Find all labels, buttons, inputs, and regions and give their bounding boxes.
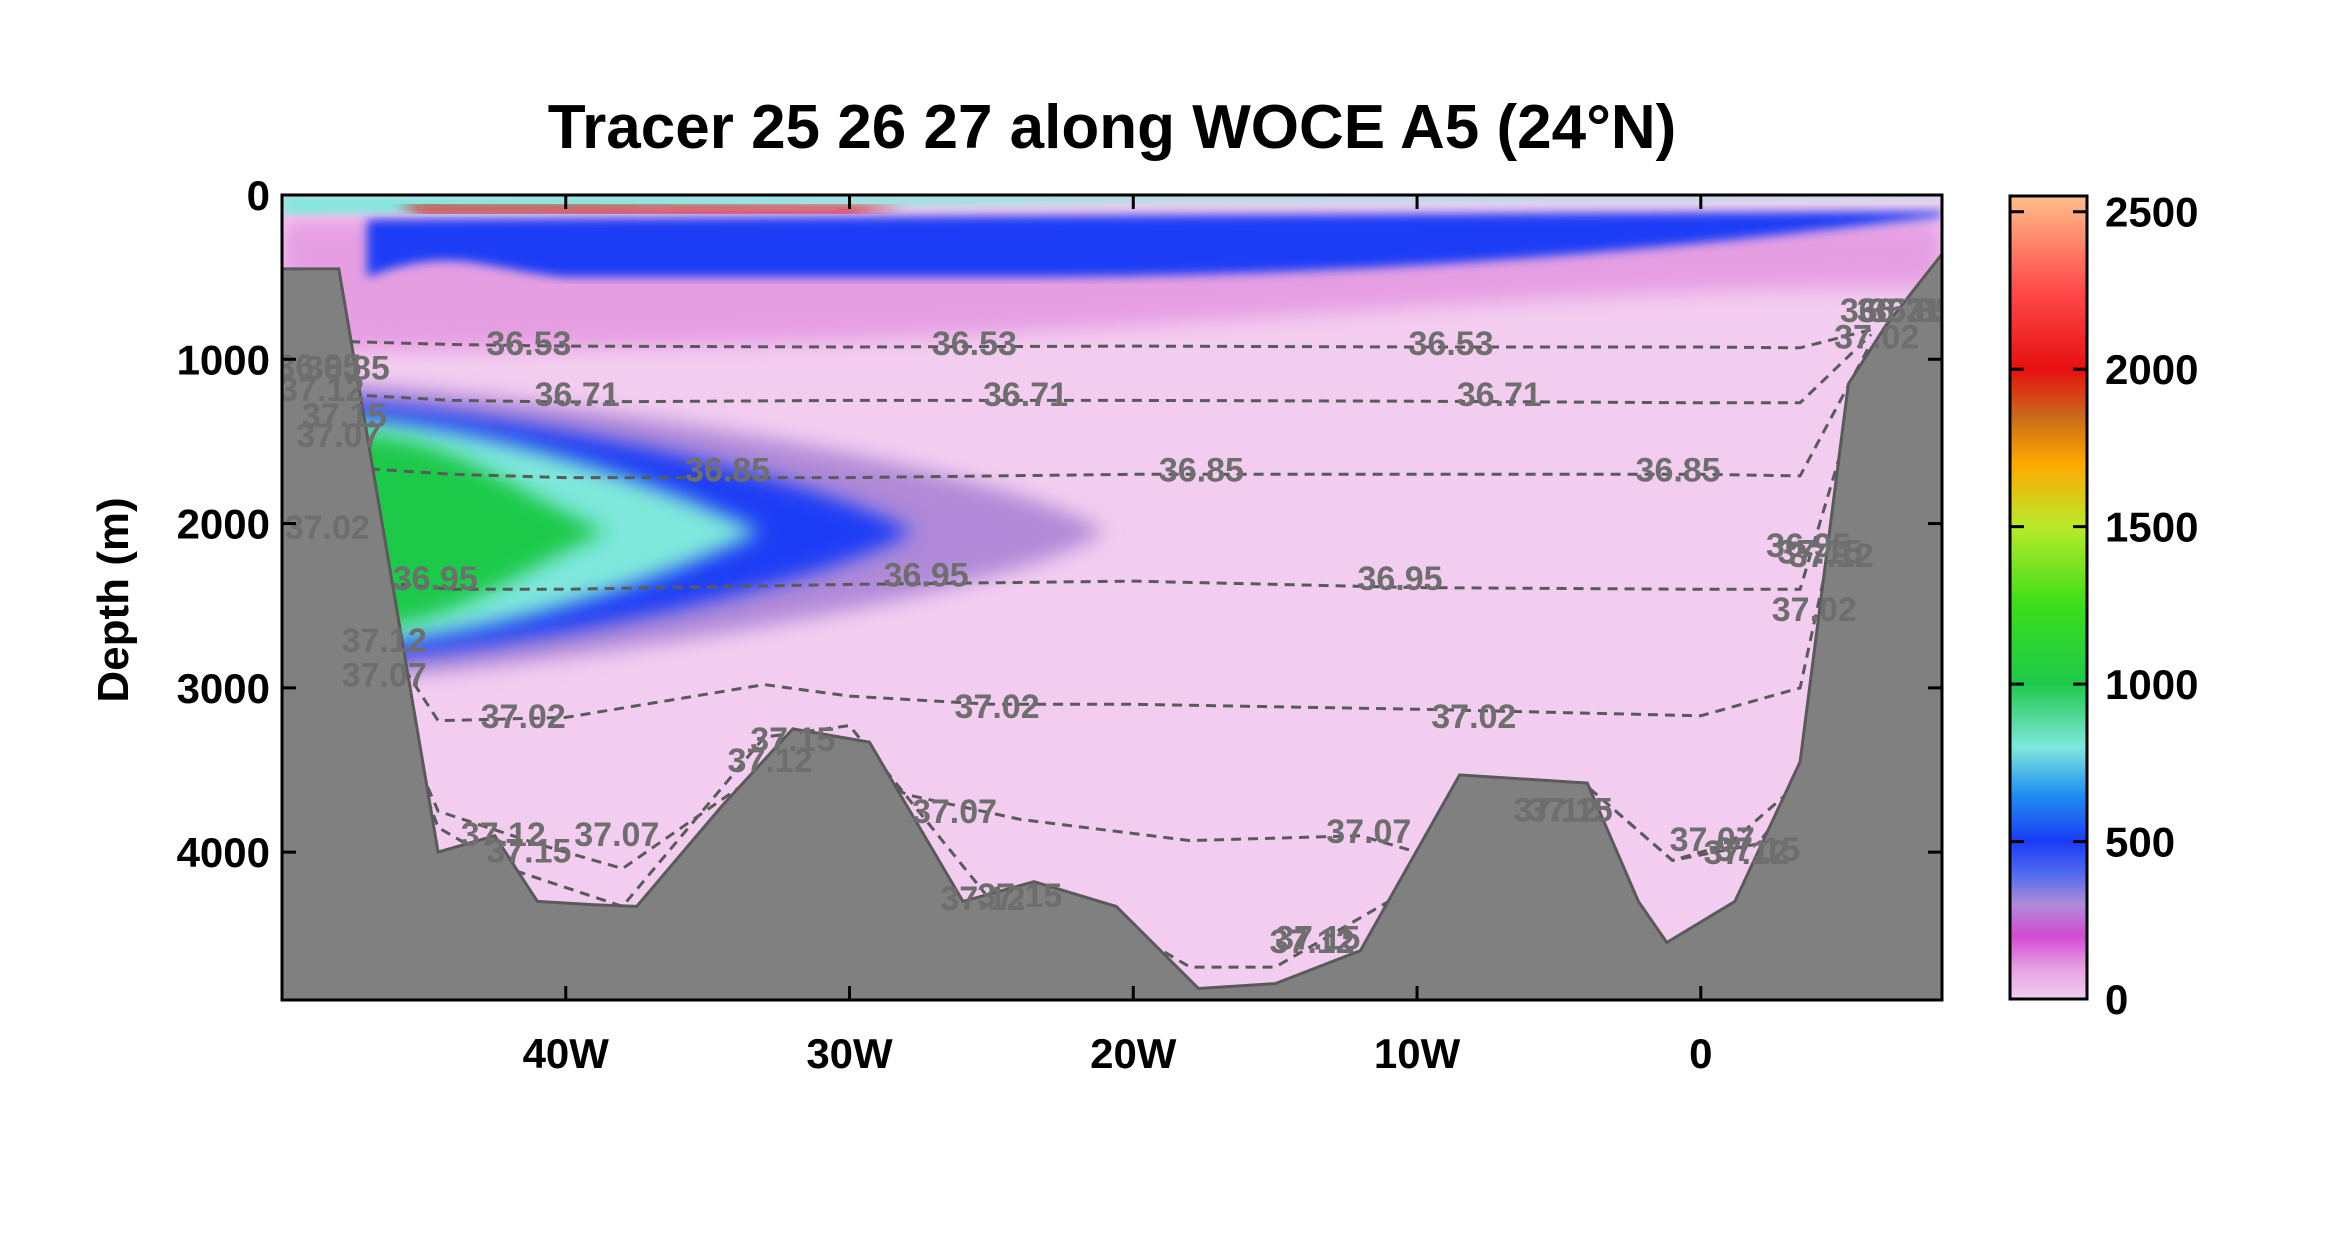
seafloor-bathymetry <box>282 251 1942 1000</box>
tracer-band-surface <box>282 195 1942 215</box>
contour-lines <box>333 328 1873 969</box>
chart-title: Tracer 25 26 27 along WOCE A5 (24°N) <box>548 93 1677 162</box>
x-tick-label: 40W <box>523 1030 610 1077</box>
contour-line-36.85 <box>352 342 1873 480</box>
y-tick-label: 0 <box>247 172 270 219</box>
contour-label: 37.12 <box>940 880 1025 918</box>
contour-label: 37.15 <box>977 877 1062 915</box>
contour-label: 36.95 <box>1766 527 1851 565</box>
contour-label: 36.71 <box>535 376 620 414</box>
x-tick-label: 0 <box>1689 1030 1712 1077</box>
contour-label: 36.53 <box>1840 292 1925 330</box>
contour-label: 37.07 <box>1326 813 1411 851</box>
contour-label: 37.12 <box>1270 923 1355 961</box>
plot-frame <box>280 193 1944 1002</box>
contour-label: 36.95 <box>276 348 361 386</box>
contour-label: 37.15 <box>302 397 387 435</box>
colorbar-tick-label: 0 <box>2105 976 2128 1023</box>
tracer-field <box>282 195 1942 680</box>
contour-label: 37.12 <box>1704 834 1789 872</box>
contour-label: 36.85 <box>1868 292 1953 330</box>
contour-label: 37.02 <box>285 509 370 547</box>
contour-label: 37.12 <box>461 816 546 854</box>
contour-label: 37.02 <box>955 688 1040 726</box>
contour-label: 37.15 <box>750 721 835 759</box>
contour-label: 36.71 <box>1457 376 1542 414</box>
colorbar-tick-label: 1500 <box>2105 504 2198 551</box>
tracer-tongue-3 <box>324 431 607 632</box>
contour-label: 37.02 <box>1772 591 1857 629</box>
contour-label: 36.85 <box>685 451 770 489</box>
contour-label: 37.12 <box>728 742 813 780</box>
y-axis-ticks: 0 1000 2000 3000 4000 <box>177 172 1942 876</box>
contour-label: 36.85 <box>305 350 390 388</box>
contour-label: 37.12 <box>342 622 427 660</box>
contour-label: 36.53 <box>932 325 1017 363</box>
tracer-surface-maximum <box>395 204 907 214</box>
contour-label: 37.07 <box>296 417 381 455</box>
y-tick-label: 2000 <box>177 501 270 548</box>
y-axis-label: Depth (m) <box>89 497 138 702</box>
contour-line-36.71 <box>333 333 1873 405</box>
contour-label: 37.02 <box>1834 318 1919 356</box>
y-tick-label: 1000 <box>177 336 270 383</box>
contour-label: 37.12 <box>1789 537 1874 575</box>
contour-label: 37.12 <box>1514 791 1599 829</box>
x-tick-label: 20W <box>1090 1030 1177 1077</box>
contour-label: 36.71 <box>1857 292 1942 330</box>
contour-label: 37.15 <box>1777 534 1862 572</box>
contour-line-37.12 <box>379 670 1787 969</box>
contour-label: 37.15 <box>1528 791 1613 829</box>
x-tick-label: 10W <box>1374 1030 1461 1077</box>
colorbar <box>2008 194 2089 1001</box>
tracer-band-thermocline <box>367 211 1942 278</box>
x-axis-ticks: 40W 30W 20W 10W 0 <box>523 195 1712 1077</box>
contour-label: 37.07 <box>1670 821 1755 859</box>
contour-line-36.53 <box>333 328 1872 350</box>
contour-label: 37.07 <box>342 657 427 695</box>
contour-label: 36.95 <box>1357 560 1442 598</box>
contour-label: 36.95 <box>884 557 969 595</box>
x-tick-label: 30W <box>806 1030 893 1077</box>
contour-label: 37.02 <box>1431 698 1516 736</box>
contour-line-36.95 <box>366 350 1873 591</box>
colorbar-tick-label: 500 <box>2105 819 2175 866</box>
contour-label: 36.95 <box>393 560 478 598</box>
contour-label: 37.15 <box>1275 920 1360 958</box>
contour-label: 36.85 <box>1159 451 1244 489</box>
colorbar-tick-label: 2000 <box>2105 346 2198 393</box>
contour-label: 37.15 <box>486 833 571 871</box>
contour-label: 36.53 <box>1409 325 1494 363</box>
y-tick-label: 4000 <box>177 829 270 876</box>
contour-label: 37.12 <box>279 371 364 409</box>
contour-label: 37.07 <box>912 793 997 831</box>
y-tick-label: 3000 <box>177 665 270 712</box>
contour-label: 37.02 <box>481 698 566 736</box>
contour-label: 36.85 <box>1636 451 1721 489</box>
colorbar-tick-label: 1000 <box>2105 661 2198 708</box>
contour-label: 37.07 <box>574 816 659 854</box>
colorbar-ticks: 0 500 1000 1500 2000 2500 <box>2010 189 2198 1023</box>
colorbar-tick-label: 2500 <box>2105 189 2198 236</box>
contour-line-37.02 <box>394 358 1873 723</box>
contour-label: 36.53 <box>486 325 571 363</box>
contour-label: 36.71 <box>983 376 1068 414</box>
contour-label: 37.15 <box>1715 831 1800 869</box>
